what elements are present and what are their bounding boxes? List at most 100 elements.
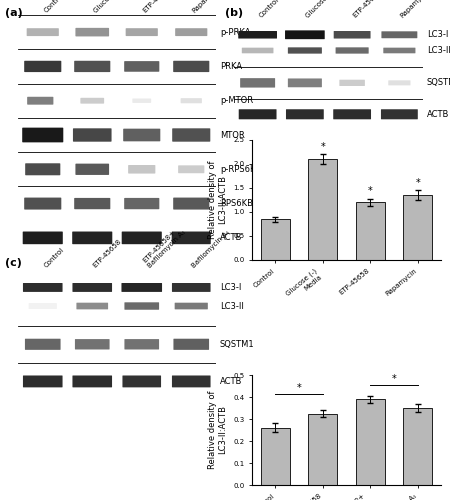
FancyBboxPatch shape xyxy=(124,198,159,209)
FancyBboxPatch shape xyxy=(242,48,274,54)
Text: Control: Control xyxy=(257,0,280,18)
FancyBboxPatch shape xyxy=(132,98,151,103)
FancyBboxPatch shape xyxy=(175,28,207,36)
Text: ACTB: ACTB xyxy=(220,234,243,242)
FancyBboxPatch shape xyxy=(22,232,63,244)
FancyBboxPatch shape xyxy=(383,48,415,54)
Text: LC3-I: LC3-I xyxy=(220,283,241,292)
Text: SQSTM1: SQSTM1 xyxy=(220,340,255,349)
Bar xyxy=(356,202,385,260)
Text: *: * xyxy=(392,374,396,384)
Text: *: * xyxy=(297,382,302,392)
Text: (a): (a) xyxy=(4,8,22,18)
Text: LC3-I: LC3-I xyxy=(427,30,448,40)
FancyBboxPatch shape xyxy=(75,339,110,349)
FancyBboxPatch shape xyxy=(288,78,322,88)
Text: *: * xyxy=(320,142,325,152)
Text: RPS6KB1: RPS6KB1 xyxy=(220,199,258,208)
Text: LC3-II: LC3-II xyxy=(220,302,244,310)
FancyBboxPatch shape xyxy=(339,80,365,86)
FancyBboxPatch shape xyxy=(74,198,110,209)
FancyBboxPatch shape xyxy=(172,376,211,388)
Text: (b): (b) xyxy=(225,8,243,18)
Text: Control: Control xyxy=(43,0,65,14)
FancyBboxPatch shape xyxy=(336,48,369,54)
Text: LC3-II: LC3-II xyxy=(427,46,450,55)
FancyBboxPatch shape xyxy=(24,198,61,209)
FancyBboxPatch shape xyxy=(173,338,209,350)
FancyBboxPatch shape xyxy=(180,98,202,103)
FancyBboxPatch shape xyxy=(172,283,211,292)
Bar xyxy=(261,219,290,260)
Text: Control: Control xyxy=(43,246,65,268)
FancyBboxPatch shape xyxy=(76,302,108,310)
Text: Bafilomycin A₁: Bafilomycin A₁ xyxy=(191,228,231,268)
FancyBboxPatch shape xyxy=(173,61,209,72)
Text: SQSTM1: SQSTM1 xyxy=(427,78,450,88)
FancyBboxPatch shape xyxy=(22,128,63,142)
FancyBboxPatch shape xyxy=(27,28,59,36)
FancyBboxPatch shape xyxy=(238,31,277,38)
Text: MTOR: MTOR xyxy=(220,130,245,140)
Text: ACTB: ACTB xyxy=(427,110,449,119)
FancyBboxPatch shape xyxy=(123,128,160,141)
FancyBboxPatch shape xyxy=(172,232,211,244)
Text: Rapamycin: Rapamycin xyxy=(191,0,223,14)
FancyBboxPatch shape xyxy=(381,110,418,120)
Y-axis label: Relative density of
LC3-II:ACTB: Relative density of LC3-II:ACTB xyxy=(208,391,228,469)
FancyBboxPatch shape xyxy=(122,232,162,244)
Bar xyxy=(403,408,432,485)
Y-axis label: Relative density of
LC3-II:ACTB: Relative density of LC3-II:ACTB xyxy=(208,161,228,240)
FancyBboxPatch shape xyxy=(382,32,417,38)
FancyBboxPatch shape xyxy=(172,128,210,141)
Text: ETP-45658: ETP-45658 xyxy=(352,0,382,18)
Text: PRKA: PRKA xyxy=(220,62,242,71)
FancyBboxPatch shape xyxy=(333,110,371,120)
Text: ETP-45658+
Bafilomycin A₁: ETP-45658+ Bafilomycin A₁ xyxy=(142,224,187,268)
FancyBboxPatch shape xyxy=(24,61,61,72)
FancyBboxPatch shape xyxy=(124,302,159,310)
Bar xyxy=(308,414,338,485)
FancyBboxPatch shape xyxy=(25,338,61,350)
FancyBboxPatch shape xyxy=(81,98,104,103)
FancyBboxPatch shape xyxy=(178,166,204,173)
FancyBboxPatch shape xyxy=(173,198,209,209)
FancyBboxPatch shape xyxy=(29,303,57,309)
Text: p-RPS6KB1: p-RPS6KB1 xyxy=(220,165,266,174)
FancyBboxPatch shape xyxy=(23,283,63,292)
FancyBboxPatch shape xyxy=(73,128,112,141)
Text: ETP-45658: ETP-45658 xyxy=(142,0,172,14)
FancyBboxPatch shape xyxy=(126,28,158,36)
FancyBboxPatch shape xyxy=(72,376,112,388)
FancyBboxPatch shape xyxy=(27,97,54,104)
Text: (c): (c) xyxy=(4,258,22,268)
FancyBboxPatch shape xyxy=(240,78,275,88)
FancyBboxPatch shape xyxy=(388,80,410,86)
FancyBboxPatch shape xyxy=(124,339,159,349)
Bar xyxy=(261,428,290,485)
Text: Rapamycin: Rapamycin xyxy=(400,0,431,18)
FancyBboxPatch shape xyxy=(285,30,325,39)
FancyBboxPatch shape xyxy=(76,28,109,36)
Text: ACTB: ACTB xyxy=(220,377,243,386)
Text: *: * xyxy=(368,186,373,196)
FancyBboxPatch shape xyxy=(238,110,276,120)
FancyBboxPatch shape xyxy=(25,164,60,175)
Bar xyxy=(403,195,432,260)
FancyBboxPatch shape xyxy=(334,31,370,38)
FancyBboxPatch shape xyxy=(23,376,63,388)
FancyBboxPatch shape xyxy=(175,302,208,310)
FancyBboxPatch shape xyxy=(76,164,109,175)
FancyBboxPatch shape xyxy=(124,61,159,72)
FancyBboxPatch shape xyxy=(72,232,112,244)
Bar xyxy=(308,159,338,260)
FancyBboxPatch shape xyxy=(128,165,155,173)
Text: p-MTOR: p-MTOR xyxy=(220,96,253,105)
FancyBboxPatch shape xyxy=(74,61,110,72)
FancyBboxPatch shape xyxy=(72,283,112,292)
Text: Glucose (-) Media: Glucose (-) Media xyxy=(305,0,353,18)
Text: *: * xyxy=(415,178,420,188)
Text: ETP-45658: ETP-45658 xyxy=(92,238,123,268)
Text: Glucose (-) Media: Glucose (-) Media xyxy=(92,0,140,14)
FancyBboxPatch shape xyxy=(122,283,162,292)
